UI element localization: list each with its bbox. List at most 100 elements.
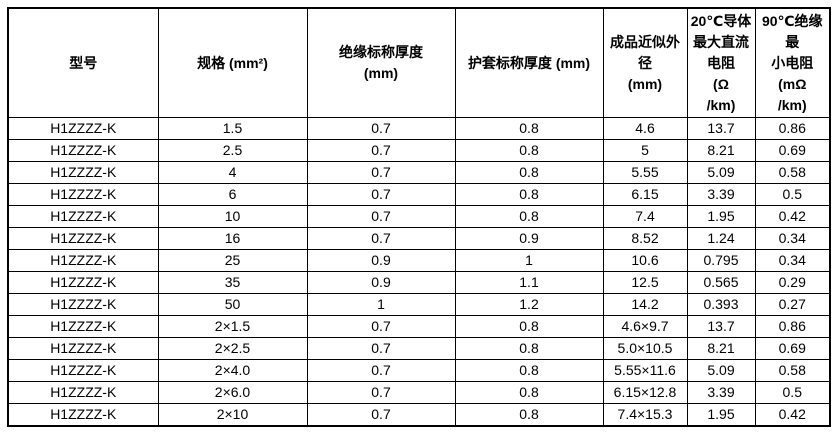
cell: 5 (602, 139, 688, 162)
cell: 3.39 (686, 381, 756, 404)
cell: 4.6×9.7 (602, 315, 688, 338)
cell: H1ZZZZ-K (7, 403, 159, 427)
header-row: 型号 规格 (mm²) 绝缘标称厚度 (mm) 护套标称厚度 (mm) 成品近似外径 (… (7, 7, 831, 118)
cell: 0.58 (754, 161, 831, 184)
cell: 0.7 (306, 205, 456, 228)
cell: 0.42 (754, 205, 831, 228)
table-header: 型号 规格 (mm²) 绝缘标称厚度 (mm) 护套标称厚度 (mm) 成品近似外径 (… (7, 7, 831, 118)
cell: 25 (157, 249, 308, 272)
cell: 14.2 (602, 293, 688, 316)
cell: 0.8 (454, 337, 604, 360)
cell: H1ZZZZ-K (7, 227, 159, 250)
cell: 2×4.0 (157, 359, 308, 382)
cell: 0.8 (454, 359, 604, 382)
cell: 0.58 (754, 359, 831, 382)
cell: 2×2.5 (157, 337, 308, 360)
cell: 0.69 (754, 139, 831, 162)
cell: 0.8 (454, 403, 604, 427)
cell: 1 (454, 249, 604, 272)
cell: 0.7 (306, 161, 456, 184)
cell: 1.2 (454, 293, 604, 316)
cell: 0.42 (754, 403, 831, 427)
cell: 1 (306, 293, 456, 316)
cell: 5.55 (602, 161, 688, 184)
cell: 1.5 (157, 117, 308, 140)
cell: 8.21 (686, 337, 756, 360)
cell: 0.34 (754, 227, 831, 250)
cell: 1.24 (686, 227, 756, 250)
table-row: H1ZZZZ-K 2.5 0.7 0.8 5 8.21 0.69 (7, 139, 831, 162)
table-row: H1ZZZZ-K 2×6.0 0.7 0.8 6.15×12.8 3.39 0.5 (7, 381, 831, 404)
cell: 0.7 (306, 337, 456, 360)
cell: H1ZZZZ-K (7, 183, 159, 206)
table-row: H1ZZZZ-K 6 0.7 0.8 6.15 3.39 0.5 (7, 183, 831, 206)
column-header-1: 规格 (mm²) (157, 7, 308, 118)
cell: 13.7 (686, 117, 756, 140)
cell: 5.0×10.5 (602, 337, 688, 360)
cell: 6.15 (602, 183, 688, 206)
cell: H1ZZZZ-K (7, 249, 159, 272)
cell: 0.8 (454, 381, 604, 404)
cell: H1ZZZZ-K (7, 337, 159, 360)
cell: 16 (157, 227, 308, 250)
cell: 10 (157, 205, 308, 228)
cell: 3.39 (686, 183, 756, 206)
cell: 6 (157, 183, 308, 206)
cell: 6.15×12.8 (602, 381, 688, 404)
column-header-0: 型号 (7, 7, 159, 118)
cell: 2×6.0 (157, 381, 308, 404)
cell: 5.09 (686, 161, 756, 184)
cell: 0.5 (754, 381, 831, 404)
column-header-4: 成品近似外径 (mm) (602, 7, 688, 118)
cell: 0.9 (454, 227, 604, 250)
cell: H1ZZZZ-K (7, 161, 159, 184)
cell: 0.8 (454, 183, 604, 206)
table-row: H1ZZZZ-K 1.5 0.7 0.8 4.6 13.7 0.86 (7, 117, 831, 140)
cell: 1.95 (686, 403, 756, 427)
cell: 0.7 (306, 227, 456, 250)
table-row: H1ZZZZ-K 4 0.7 0.8 5.55 5.09 0.58 (7, 161, 831, 184)
table-body: H1ZZZZ-K 1.5 0.7 0.8 4.6 13.7 0.86 H1ZZZZ-K 2.5 0… (7, 117, 831, 427)
cell: 8.21 (686, 139, 756, 162)
cell: H1ZZZZ-K (7, 139, 159, 162)
cell: 0.7 (306, 183, 456, 206)
cell: 5.09 (686, 359, 756, 382)
cell: 12.5 (602, 271, 688, 294)
cell: 0.86 (754, 315, 831, 338)
table-row: H1ZZZZ-K 2×4.0 0.7 0.8 5.55×11.6 5.09 0.58 (7, 359, 831, 382)
table-row: H1ZZZZ-K 25 0.9 1 10.6 0.795 0.34 (7, 249, 831, 272)
cell: 50 (157, 293, 308, 316)
cell: 0.7 (306, 315, 456, 338)
cell: 0.86 (754, 117, 831, 140)
cell: 0.7 (306, 381, 456, 404)
column-header-2: 绝缘标称厚度 (mm) (306, 7, 456, 118)
cell: 0.27 (754, 293, 831, 316)
cell: 2×10 (157, 403, 308, 427)
cell: H1ZZZZ-K (7, 205, 159, 228)
column-header-6: 90℃绝缘最 小电阻 (mΩ /km) (754, 7, 831, 118)
cell: 0.565 (686, 271, 756, 294)
cell: 2.5 (157, 139, 308, 162)
cell: 0.7 (306, 403, 456, 427)
cell: 5.55×11.6 (602, 359, 688, 382)
cell: 0.8 (454, 139, 604, 162)
cell: 0.8 (454, 117, 604, 140)
cell: 35 (157, 271, 308, 294)
cell: H1ZZZZ-K (7, 359, 159, 382)
cell: 0.69 (754, 337, 831, 360)
cell: 4.6 (602, 117, 688, 140)
cable-spec-table: 型号 规格 (mm²) 绝缘标称厚度 (mm) 护套标称厚度 (mm) 成品近似外径 (… (7, 7, 831, 427)
cell: H1ZZZZ-K (7, 117, 159, 140)
cell: 7.4×15.3 (602, 403, 688, 427)
cell: 0.7 (306, 117, 456, 140)
cell: H1ZZZZ-K (7, 271, 159, 294)
cell: H1ZZZZ-K (7, 293, 159, 316)
table-row: H1ZZZZ-K 50 1 1.2 14.2 0.393 0.27 (7, 293, 831, 316)
cell: 8.52 (602, 227, 688, 250)
cell: 1.1 (454, 271, 604, 294)
column-header-3: 护套标称厚度 (mm) (454, 7, 604, 118)
cell: 0.5 (754, 183, 831, 206)
cell: 0.8 (454, 315, 604, 338)
cell: 4 (157, 161, 308, 184)
